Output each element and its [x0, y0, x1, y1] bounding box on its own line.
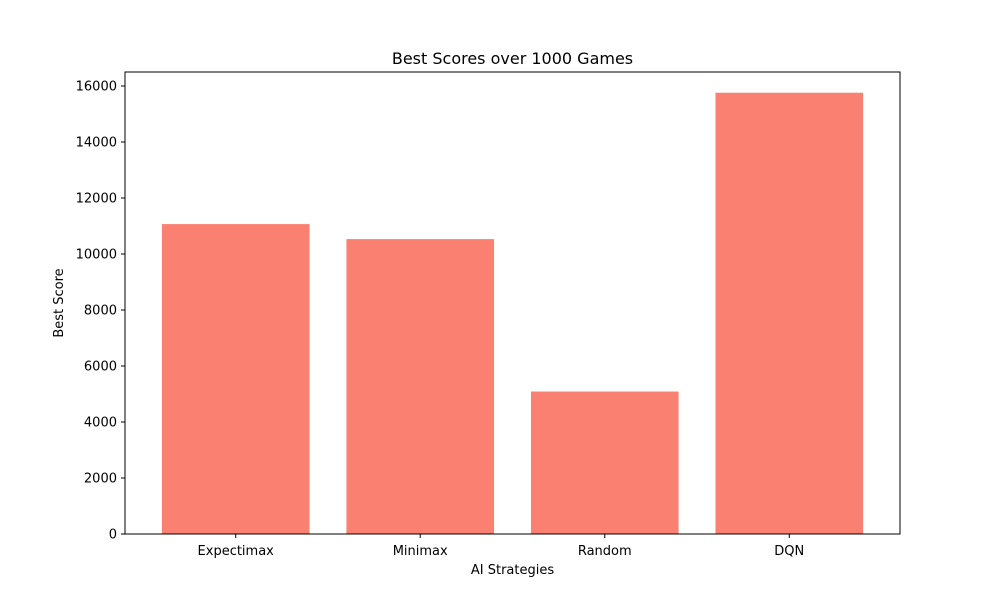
bars-group: [161, 92, 864, 534]
y-tick-label: 2000: [84, 472, 117, 487]
y-tick-label: 8000: [84, 304, 117, 319]
y-tick-label: 16000: [76, 80, 117, 95]
bar-expectimax: [161, 224, 310, 534]
x-tick-label-minimax: Minimax: [393, 544, 448, 559]
x-axis-ticks: Expectimax Minimax Random DQN: [198, 534, 804, 559]
plot-frame: [124, 71, 901, 535]
y-tick-label: 14000: [76, 136, 117, 151]
x-tick-label-dqn: DQN: [774, 544, 804, 559]
y-tick-label: 10000: [76, 248, 117, 263]
x-tick-label-random: Random: [578, 544, 632, 559]
bar-random: [530, 391, 679, 534]
x-axis-label: AI Strategies: [471, 563, 554, 578]
chart-title: Best Scores over 1000 Games: [392, 49, 633, 68]
bar-dqn: [715, 92, 864, 534]
y-tick-label: 0: [109, 528, 117, 543]
y-axis-ticks: 0 2000 4000 6000 8000 10000 12000 14000 16000: [76, 80, 125, 543]
y-tick-label: 6000: [84, 360, 117, 375]
x-tick-label-expectimax: Expectimax: [198, 544, 275, 559]
y-axis-label: Best Score: [52, 268, 67, 337]
y-tick-label: 4000: [84, 416, 117, 431]
y-tick-label: 12000: [76, 192, 117, 207]
bar-minimax: [346, 239, 495, 534]
